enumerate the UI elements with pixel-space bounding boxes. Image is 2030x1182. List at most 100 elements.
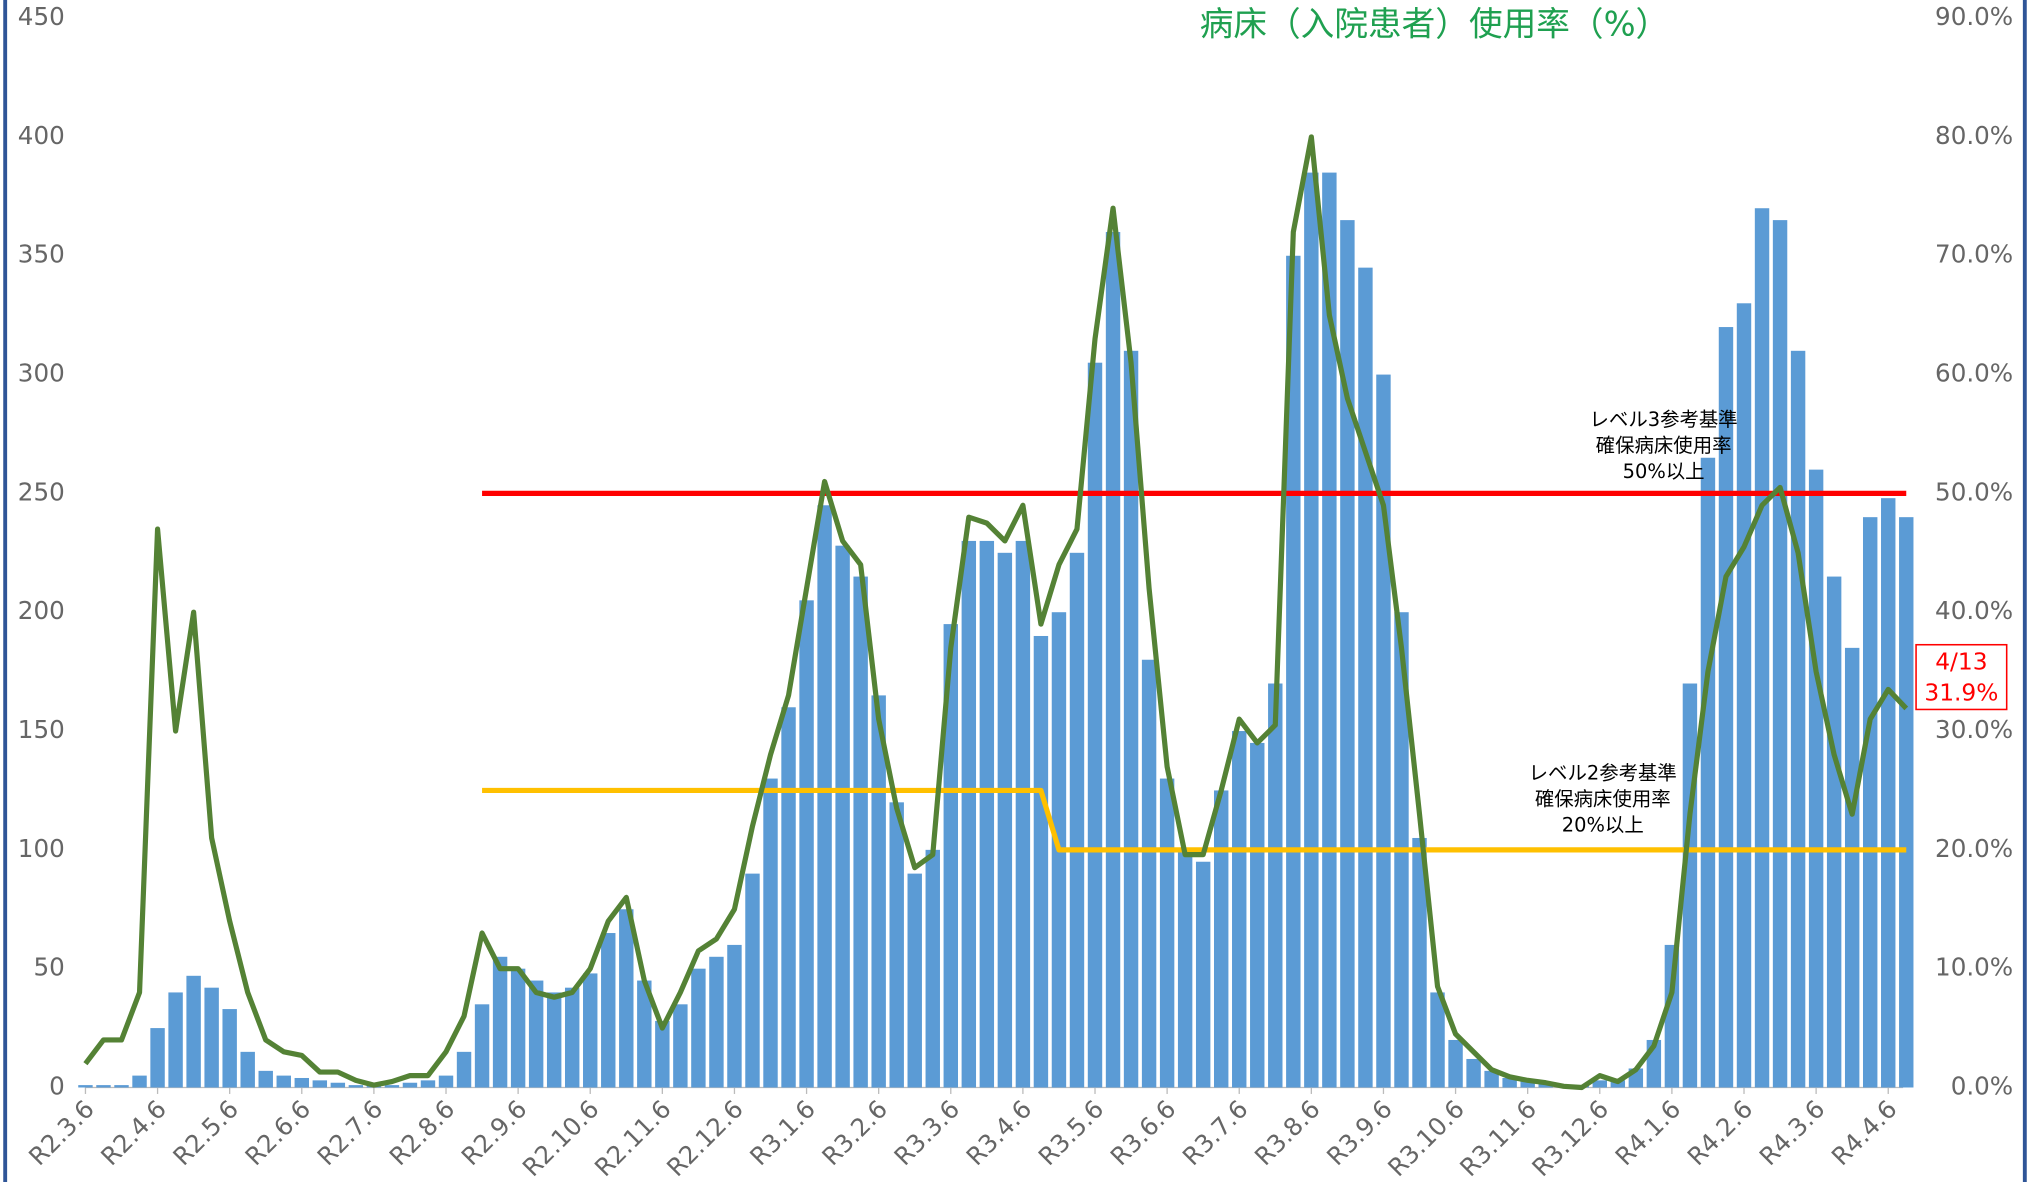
- bar: [456, 1051, 472, 1088]
- bar: [312, 1080, 328, 1088]
- x-tick-label: R2.3.6: [23, 1094, 100, 1171]
- bar: [78, 1085, 93, 1088]
- bar: [1592, 1080, 1607, 1088]
- bar: [1881, 498, 1896, 1088]
- x-tick-label: R3.4.6: [960, 1094, 1037, 1171]
- x-tick-label: R3.3.6: [888, 1094, 965, 1171]
- x-tick-label: R2.10.6: [517, 1094, 605, 1182]
- bar: [691, 968, 706, 1088]
- x-tick-label: R2.8.6: [384, 1094, 461, 1171]
- bar: [1790, 350, 1806, 1088]
- chart-title: 病床（入院患者）使用率（%）: [1200, 4, 1670, 43]
- x-tick-label: R4.3.6: [1754, 1094, 1831, 1171]
- bar: [583, 973, 598, 1088]
- bar: [979, 540, 995, 1088]
- bar: [1087, 362, 1103, 1088]
- bar: [294, 1077, 309, 1088]
- bar: [510, 968, 526, 1088]
- x-tick-label: R3.2.6: [816, 1094, 893, 1171]
- bar: [1213, 790, 1229, 1088]
- bar: [727, 944, 742, 1088]
- bar: [907, 873, 922, 1088]
- bar: [889, 802, 904, 1088]
- bar: [1466, 1058, 1481, 1088]
- y-tick-label: 250: [18, 477, 65, 506]
- bar: [1826, 576, 1842, 1088]
- x-tick-label: R2.6.6: [239, 1094, 316, 1171]
- bar: [655, 1020, 670, 1088]
- bar: [1376, 374, 1391, 1088]
- bar: [492, 956, 508, 1088]
- bar: [420, 1080, 436, 1088]
- x-tick-label: R2.11.6: [589, 1094, 677, 1182]
- bar: [1862, 517, 1878, 1088]
- bar: [1430, 992, 1445, 1088]
- y2-tick-label: 0.0%: [1951, 1071, 2013, 1100]
- bar: [1195, 861, 1211, 1088]
- x-tick-label: R3.11.6: [1454, 1094, 1542, 1182]
- bar: [1772, 220, 1788, 1088]
- bar: [853, 576, 868, 1088]
- annotation: 50%以上: [1623, 460, 1705, 483]
- bar: [1520, 1080, 1535, 1088]
- bar: [168, 992, 183, 1088]
- bar: [474, 1004, 490, 1088]
- bar: [528, 980, 544, 1088]
- x-tick-label: R3.6.6: [1105, 1094, 1182, 1171]
- bar: [150, 1028, 165, 1088]
- x-tick-label: R3.12.6: [1526, 1094, 1614, 1182]
- bar: [601, 933, 616, 1088]
- x-tick-label: R2.12.6: [661, 1094, 749, 1182]
- bar: [1736, 303, 1752, 1088]
- bar: [1033, 635, 1049, 1088]
- x-tick-label: R4.4.6: [1826, 1094, 1903, 1171]
- bar: [1718, 327, 1734, 1088]
- bar: [835, 545, 850, 1088]
- x-tick-label: R2.5.6: [167, 1094, 244, 1171]
- bar: [763, 778, 778, 1088]
- x-tick-label: R2.4.6: [95, 1094, 172, 1171]
- bar: [1899, 517, 1914, 1088]
- x-tick-label: R3.10.6: [1382, 1094, 1470, 1182]
- bar: [438, 1075, 454, 1088]
- line: [83, 134, 1909, 1091]
- y-tick-label: 50: [33, 953, 64, 982]
- y2-tick-label: 40.0%: [1935, 596, 2013, 625]
- y-tick-label: 100: [18, 834, 65, 863]
- bar: [330, 1082, 346, 1088]
- bar: [997, 552, 1013, 1088]
- bar: [402, 1082, 418, 1088]
- bar: [384, 1085, 400, 1088]
- y-tick-label: 150: [18, 715, 65, 744]
- x-tick-label: R3.7.6: [1177, 1094, 1254, 1171]
- bar: [348, 1085, 364, 1088]
- bar: [96, 1085, 111, 1088]
- bar: [132, 1075, 147, 1088]
- bar: [961, 540, 977, 1088]
- callout-box: [1915, 643, 2008, 711]
- annotation: 20%以上: [1562, 813, 1644, 836]
- bar: [240, 1051, 255, 1088]
- bar: [781, 707, 796, 1088]
- y2-tick-label: 50.0%: [1935, 477, 2013, 506]
- bar: [1177, 849, 1193, 1088]
- y-tick-label: 300: [18, 359, 65, 388]
- y2-tick-label: 80.0%: [1935, 121, 2013, 150]
- annotation: 確保病床使用率: [1596, 434, 1732, 457]
- bar: [709, 956, 724, 1088]
- bar: [1304, 172, 1319, 1088]
- bar: [673, 1004, 688, 1088]
- bar: [1808, 469, 1824, 1088]
- bar: [1105, 231, 1121, 1088]
- y2-tick-label: 60.0%: [1935, 359, 2013, 388]
- bar: [943, 624, 958, 1088]
- bar: [258, 1070, 273, 1088]
- y2-tick-label: 90.0%: [1935, 2, 2013, 31]
- bar: [799, 600, 814, 1088]
- x-tick-label: R4.1.6: [1609, 1094, 1686, 1171]
- y-tick-label: 200: [18, 596, 65, 625]
- bar: [619, 909, 634, 1088]
- bar: [1286, 255, 1301, 1088]
- bar: [871, 695, 886, 1088]
